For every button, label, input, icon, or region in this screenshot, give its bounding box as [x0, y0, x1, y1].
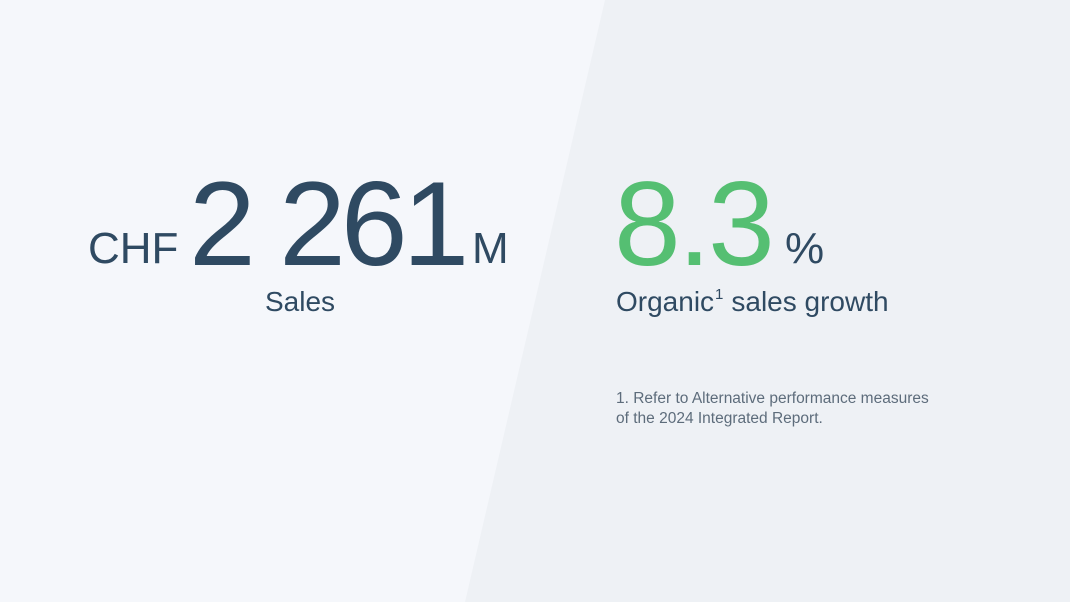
kpi-label-text: sales growth — [731, 286, 888, 317]
kpi-label: Organic1 sales growth — [616, 286, 889, 317]
footnote-line: 1. Refer to Alternative performance meas… — [616, 390, 929, 407]
footnote-ref: 1 — [715, 286, 723, 303]
kpi-value: 2 261 — [189, 157, 464, 291]
background-panel — [465, 0, 1070, 602]
footnote-line: of the 2024 Integrated Report. — [616, 410, 823, 427]
kpi-label-text: Organic — [616, 286, 714, 317]
kpi-suffix: M — [472, 224, 509, 273]
kpi-value: 8.3 — [614, 157, 772, 291]
kpi-suffix: % — [785, 224, 824, 273]
kpi-prefix: CHF — [88, 224, 178, 273]
kpi-label: Sales — [265, 286, 335, 317]
